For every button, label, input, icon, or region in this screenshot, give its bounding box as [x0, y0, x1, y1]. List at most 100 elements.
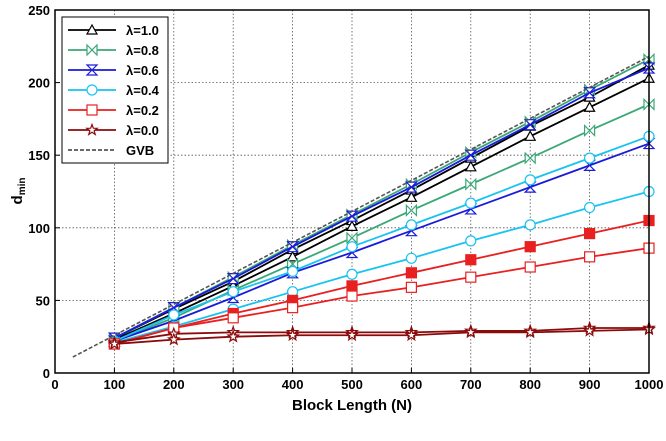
series-4 [108, 214, 655, 350]
series-line [114, 190, 650, 344]
data-point [346, 280, 358, 292]
data-point [523, 119, 537, 131]
data-point [405, 267, 417, 279]
data-point [287, 265, 299, 277]
data-point [85, 122, 99, 136]
legend-label: λ=1.0 [126, 23, 159, 38]
legend: λ=1.0 λ=0.8 λ=0.6 λ=0.4 λ=0.2 λ=0.0 GVB [61, 16, 169, 164]
data-point [643, 52, 655, 66]
data-point [86, 84, 98, 96]
data-point [465, 177, 477, 191]
data-point [107, 336, 122, 350]
data-point [227, 286, 239, 298]
x-tick-label: 200 [163, 377, 185, 392]
legend-entry: λ=0.0 [68, 122, 159, 138]
data-point [523, 325, 538, 339]
data-point [465, 254, 477, 266]
data-point [465, 235, 477, 247]
series-line [114, 142, 650, 342]
series-line [113, 67, 650, 339]
x-tick-label: 600 [401, 377, 423, 392]
data-point [285, 327, 300, 342]
data-point [346, 231, 358, 245]
x-tick-label: 1000 [635, 377, 664, 392]
legend-entry: λ=0.8 [68, 43, 159, 58]
data-point [524, 130, 537, 141]
data-point [404, 327, 419, 342]
y-axis-title-sub: min [17, 178, 28, 196]
y-tick-label: 200 [28, 76, 50, 91]
data-point [286, 250, 299, 262]
data-point [405, 191, 418, 202]
data-point [404, 181, 418, 193]
data-point [345, 327, 359, 342]
data-point [524, 241, 536, 253]
x-tick-label: 100 [104, 377, 126, 392]
legend-entry: GVB [68, 143, 154, 158]
legend-entry: λ=0.2 [68, 103, 159, 118]
series-layer [72, 52, 656, 358]
x-tick-label: 300 [222, 377, 244, 392]
data-point [86, 43, 98, 57]
legend-entry: λ=0.4 [68, 83, 160, 98]
data-point [582, 323, 597, 337]
y-axis-title: dmin [9, 178, 28, 205]
data-point [168, 309, 180, 321]
data-point [227, 312, 239, 324]
data-point [405, 219, 417, 231]
data-point [287, 302, 299, 314]
data-point [465, 271, 477, 283]
data-point [405, 252, 417, 264]
y-tick-label: 0 [43, 366, 50, 381]
y-tick-label: 150 [28, 148, 50, 163]
data-point [226, 329, 241, 343]
x-tick-label: 900 [579, 377, 601, 392]
x-tick-label: 800 [519, 377, 541, 392]
data-point [583, 152, 596, 164]
data-point [345, 220, 359, 231]
series-line [114, 247, 650, 345]
data-point [583, 87, 597, 99]
legend-label: GVB [126, 143, 154, 158]
legend-label: λ=0.0 [126, 123, 159, 138]
data-point [166, 332, 181, 346]
series-line [114, 77, 650, 341]
y-tick-label: 100 [28, 221, 50, 236]
legend-label: λ=0.4 [126, 83, 160, 98]
x-tick-label: 500 [341, 377, 363, 392]
data-point [463, 325, 478, 339]
series-line [114, 64, 650, 339]
data-point [583, 101, 596, 112]
data-point [85, 64, 99, 76]
y-tick-label: 250 [28, 3, 50, 18]
data-point [346, 241, 358, 253]
x-tick-label: 700 [460, 377, 482, 392]
data-point [85, 23, 99, 35]
y-axis-title-main: d [9, 195, 26, 204]
legend-label: λ=0.6 [126, 63, 159, 78]
series-6 [72, 55, 650, 358]
data-point [345, 210, 359, 222]
data-point [346, 268, 358, 280]
data-point [524, 151, 536, 165]
series-line [114, 327, 649, 344]
data-point [583, 251, 596, 263]
legend-label: λ=0.8 [126, 43, 159, 58]
data-point [583, 124, 596, 137]
legend-entry: λ=1.0 [68, 23, 159, 38]
series-line-gvb [72, 55, 650, 358]
data-point [583, 201, 596, 214]
series-line [114, 328, 650, 345]
data-point [226, 273, 240, 285]
data-point [405, 203, 417, 217]
data-point [346, 290, 358, 302]
ticks: 0 100 200 300 400 500 600 700 800 900 1000 0 50 100 15… [28, 3, 663, 392]
legend-label: λ=0.2 [126, 103, 159, 118]
data-point [524, 219, 536, 231]
x-tick-label: 400 [282, 377, 304, 392]
data-point [86, 104, 98, 116]
data-point [464, 149, 478, 161]
data-point [405, 281, 417, 293]
data-point [465, 197, 477, 209]
